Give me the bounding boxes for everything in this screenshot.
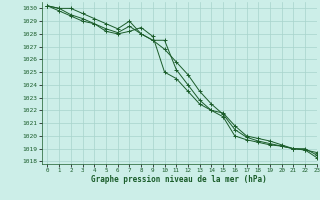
X-axis label: Graphe pression niveau de la mer (hPa): Graphe pression niveau de la mer (hPa) [91,175,267,184]
